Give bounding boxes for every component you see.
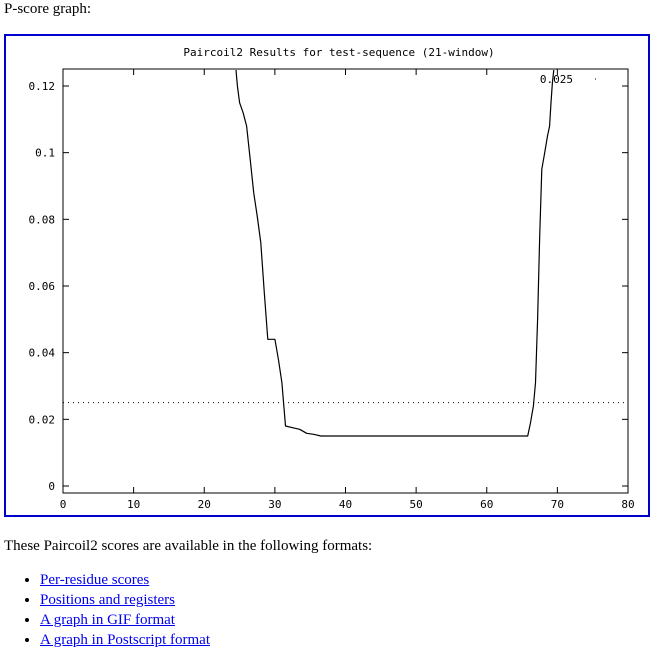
x-tick-label: 50 [410, 498, 423, 511]
x-tick-label: 60 [480, 498, 493, 511]
formats-list: Per-residue scores Positions and registe… [16, 570, 210, 650]
page-heading: P-score graph: [4, 1, 92, 17]
y-tick-label: 0.08 [29, 213, 56, 226]
list-item: A graph in GIF format [40, 610, 210, 630]
legend-threshold-label: 0.025 [540, 73, 573, 86]
y-tick-label: 0 [48, 480, 55, 493]
plot-frame: Paircoil2 Results for test-sequence (21-… [4, 34, 650, 517]
x-tick-label: 0 [60, 498, 67, 511]
x-tick-label: 40 [339, 498, 352, 511]
y-tick-label: 0.12 [29, 80, 56, 93]
p-score-chart: Paircoil2 Results for test-sequence (21-… [29, 46, 635, 511]
list-item: Per-residue scores [40, 570, 210, 590]
per-residue-scores-link[interactable]: Per-residue scores [40, 572, 150, 588]
y-tick-label: 0.06 [29, 280, 56, 293]
p-score-line [235, 69, 555, 437]
y-tick-label: 0.02 [29, 413, 56, 426]
x-tick-label: 20 [198, 498, 211, 511]
gif-graph-link[interactable]: A graph in GIF format [40, 612, 175, 628]
x-tick-label: 70 [551, 498, 564, 511]
formats-intro: These Paircoil2 scores are available in … [4, 538, 373, 554]
chart-title: Paircoil2 Results for test-sequence (21-… [183, 46, 494, 59]
list-item: A graph in Postscript format [40, 630, 210, 650]
postscript-graph-link[interactable]: A graph in Postscript format [40, 632, 210, 648]
y-tick-label: 0.04 [29, 347, 56, 360]
x-tick-label: 30 [268, 498, 281, 511]
x-tick-label: 10 [127, 498, 140, 511]
list-item: Positions and registers [40, 590, 210, 610]
y-tick-label: 0.1 [35, 147, 55, 160]
plot-area [62, 68, 629, 494]
x-tick-label: 80 [621, 498, 634, 511]
positions-registers-link[interactable]: Positions and registers [40, 592, 175, 608]
